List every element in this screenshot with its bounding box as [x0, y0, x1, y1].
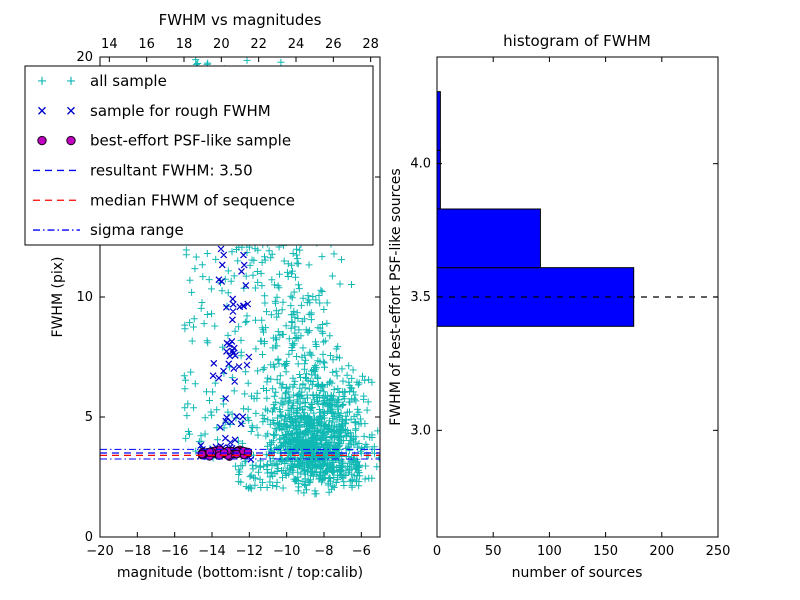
left-xtick-label: −18	[124, 544, 151, 559]
left-plot-title: FWHM vs magnitudes	[159, 11, 322, 29]
hist-bar	[436, 91, 441, 151]
right-plot-xlabel: number of sources	[512, 565, 643, 581]
histogram-plot: 0 50 100 150 200 250 3.0 3.5 4.0	[410, 56, 731, 559]
hist-bar	[436, 208, 541, 269]
legend-entry-label: sample for rough FWHM	[90, 102, 271, 120]
right-ytick-label: 3.0	[410, 423, 431, 438]
legend-entry: best-effort PSF-like sample	[37, 132, 291, 150]
legend-entry-label: all sample	[90, 72, 167, 90]
legend-entry: resultant FWHM: 3.50	[33, 161, 253, 179]
left-xtick-label: −10	[273, 544, 300, 559]
scatter-plot: −20 −18 −16 −14 −12 −10 −8 −6 14 16 18 20 22 24 26 28 0 5…	[76, 37, 381, 559]
legend-entry-label: sigma range	[90, 221, 184, 239]
left-ytick-label: 5	[85, 410, 93, 425]
legend-entry: median FHWM of sequence	[33, 191, 295, 209]
left-xtick-label: −20	[86, 544, 113, 559]
right-plot-title: histogram of FWHM	[503, 32, 651, 50]
left-top-tick-label: 24	[288, 37, 305, 52]
right-xtick-label: 200	[649, 544, 674, 559]
right-xtick-label: 250	[706, 544, 731, 559]
left-plot-xlabel: magnitude (bottom:isnt / top:calib)	[117, 565, 363, 581]
x-marker-icon	[67, 106, 75, 115]
left-xtick-label: −16	[161, 544, 188, 559]
left-plot-ylabel: FWHM (pix)	[50, 257, 66, 338]
legend-entry-label: median FHWM of sequence	[90, 191, 295, 209]
legend-entry: all sample	[38, 72, 167, 90]
legend-entry-label: best-effort PSF-like sample	[90, 132, 291, 150]
right-xtick-label: 100	[537, 544, 562, 559]
circle-marker-icon	[37, 135, 47, 146]
right-plot-ylabel: FWHM of best-effort PSF-like sources	[388, 168, 404, 425]
left-ytick-label: 20	[76, 50, 93, 65]
left-ytick-label: 0	[85, 530, 93, 545]
legend-entry: sigma range	[33, 221, 184, 239]
right-ytick-label: 4.0	[410, 157, 431, 172]
rough-fwhm-points	[197, 245, 255, 463]
right-ytick-label: 3.5	[410, 290, 431, 305]
left-top-tick-label: 28	[362, 37, 379, 52]
legend-entry-label: resultant FWHM: 3.50	[90, 161, 253, 179]
left-top-tick-label: 18	[176, 37, 193, 52]
plus-marker-icon	[67, 76, 75, 85]
left-ytick-label: 10	[76, 290, 93, 305]
legend-box	[24, 65, 374, 246]
x-marker-icon	[38, 106, 46, 115]
left-xtick-label: −12	[236, 544, 263, 559]
left-top-tick-label: 20	[213, 37, 230, 52]
hist-bar	[436, 149, 441, 210]
static-labels: FWHM vs magnitudes magnitude (bottom:isn…	[50, 11, 651, 581]
left-xtick-label: −8	[314, 544, 333, 559]
left-top-tick-label: 22	[250, 37, 267, 52]
left-xtick-label: −14	[198, 544, 225, 559]
left-xtick-label: −6	[352, 544, 371, 559]
legend-entry: sample for rough FWHM	[38, 102, 271, 120]
circle-marker-icon	[66, 135, 76, 146]
right-xtick-label: 0	[433, 544, 441, 559]
right-xtick-label: 150	[593, 544, 618, 559]
plus-marker-icon	[38, 76, 46, 85]
left-top-tick-label: 14	[101, 37, 118, 52]
legend: all sample sample for rough FWHM best-effo…	[24, 65, 374, 246]
right-xtick-label: 50	[485, 544, 502, 559]
left-top-tick-label: 16	[138, 37, 155, 52]
left-top-tick-label: 26	[325, 37, 342, 52]
